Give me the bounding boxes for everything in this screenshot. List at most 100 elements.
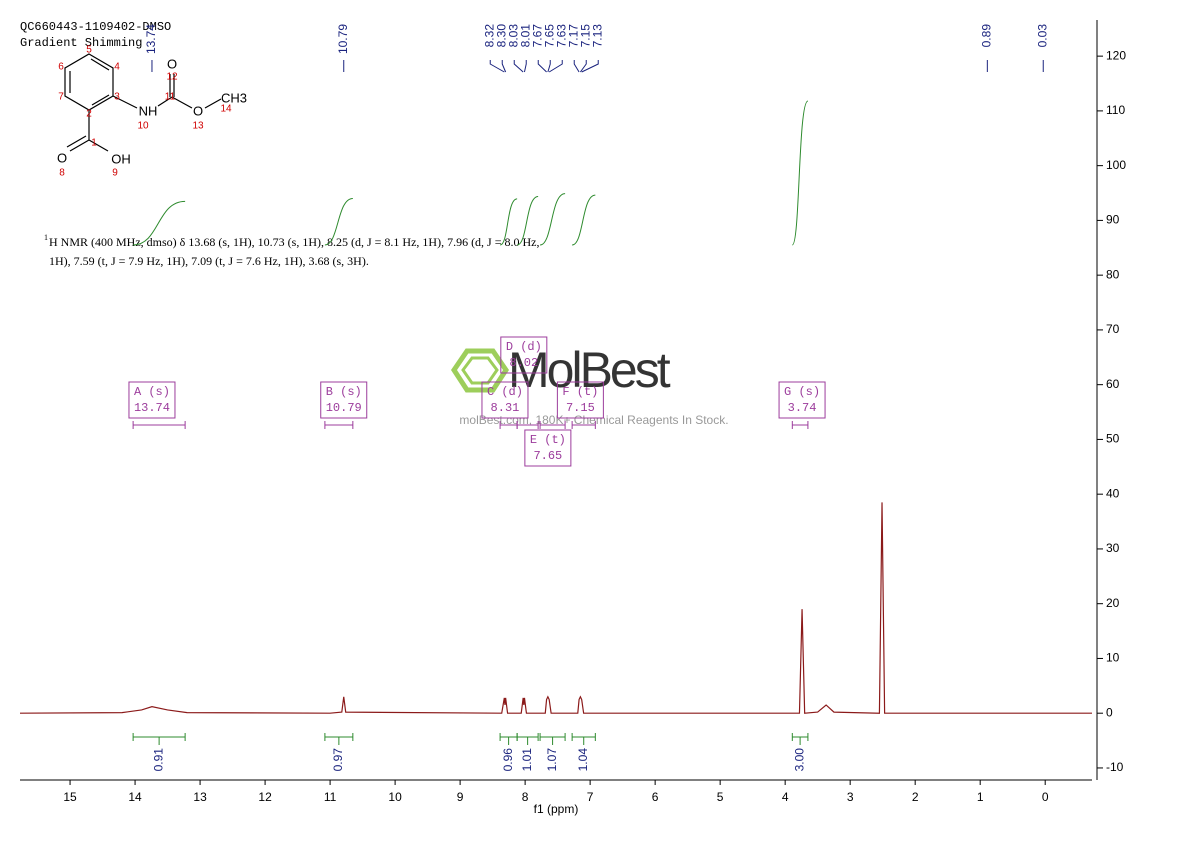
x-tick-label: 7 <box>587 790 594 804</box>
integral-range <box>132 733 186 745</box>
peak-label: 0.03 <box>1035 24 1049 48</box>
integral-range <box>324 733 354 745</box>
atom-number: 10 <box>137 121 149 132</box>
integral-range <box>516 733 539 745</box>
y-tick-label: 20 <box>1106 596 1120 610</box>
y-tick-label: 120 <box>1106 48 1126 62</box>
x-tick-label: 4 <box>782 790 789 804</box>
peak-connector <box>489 60 505 73</box>
integral-label: 0.91 <box>151 748 165 772</box>
integral-label: 1.01 <box>520 748 534 772</box>
y-tick-label: 80 <box>1106 267 1120 281</box>
y-tick-label: 40 <box>1106 486 1120 500</box>
peak-label: 0.89 <box>980 24 994 48</box>
peak-connector <box>573 60 580 73</box>
multiplet-shift: 7.65 <box>533 449 562 463</box>
x-tick-label: 1 <box>977 790 984 804</box>
x-tick-label: 12 <box>258 790 272 804</box>
bonds <box>64 53 222 152</box>
structure <box>64 53 222 152</box>
x-tick-label: 6 <box>652 790 659 804</box>
multiplet-range <box>571 421 596 429</box>
atom-number: 5 <box>86 45 92 56</box>
multiplet-shift: 13.74 <box>134 401 170 415</box>
multiplet-label: B (s) <box>326 385 362 399</box>
description-line: H NMR (400 MHz, dmso) δ 13.68 (s, 1H), 1… <box>49 235 540 249</box>
integral-curve <box>133 200 186 246</box>
y-tick-label: 70 <box>1106 322 1120 336</box>
x-tick-label: 2 <box>912 790 919 804</box>
multiplet-box <box>481 381 529 419</box>
multiplet-label: C (d) <box>487 385 523 399</box>
multiplet-shift: 7.15 <box>566 401 595 415</box>
atom-number: 1 <box>91 138 97 149</box>
integral-curve <box>791 100 809 246</box>
peak-label: 10.79 <box>336 24 350 54</box>
y-tick-label: 90 <box>1106 213 1120 227</box>
multiplet-box <box>556 381 604 419</box>
multiplet-shift: 8.31 <box>491 401 520 415</box>
multiplet-label: E (t) <box>530 433 566 447</box>
multiplet-shift: 10.79 <box>326 401 362 415</box>
atom-number: 8 <box>59 168 65 179</box>
y-tick-label: 110 <box>1106 103 1125 117</box>
x-tick-label: 11 <box>324 790 337 804</box>
logo <box>450 348 510 393</box>
multiplet-range <box>132 421 186 429</box>
atom-label: O <box>193 103 203 118</box>
watermark-brand: MolBest <box>508 342 671 398</box>
x-tick-label: 0 <box>1042 790 1049 804</box>
peak-connector <box>548 60 563 73</box>
atom-number: 4 <box>114 62 120 73</box>
atom-label: CH3 <box>221 90 247 105</box>
integral-label: 1.07 <box>545 748 559 772</box>
y-tick-label: -10 <box>1106 760 1124 774</box>
watermark: MolBest molBest.com, 180K+ Chemical Reag… <box>450 342 729 427</box>
peak-connector <box>547 60 551 73</box>
peak-connector <box>581 60 599 73</box>
atom-number: 3 <box>114 92 120 103</box>
y-tick-label: 50 <box>1106 432 1120 446</box>
atom-label: O <box>57 150 67 165</box>
multiplet-box <box>500 336 548 374</box>
integral-curve <box>571 194 596 246</box>
multiplet-box <box>320 381 368 419</box>
atom-number: 7 <box>58 92 64 103</box>
integral-range <box>571 733 596 745</box>
peak-label: 7.65 <box>542 24 556 48</box>
peak-label: 7.67 <box>530 24 544 48</box>
x-tick-label: 14 <box>128 790 142 804</box>
peak-label: 7.13 <box>590 24 604 48</box>
multiplet-range <box>791 421 809 429</box>
atom-label: NH <box>139 103 158 118</box>
x-tick-label: 5 <box>717 790 724 804</box>
peak-label: 8.03 <box>506 24 520 48</box>
logo <box>461 356 499 385</box>
atom-number: 9 <box>112 168 118 179</box>
peak-connector <box>513 60 524 73</box>
integral-range <box>539 733 566 745</box>
integral-curve <box>516 196 539 246</box>
peak-connector <box>501 60 507 73</box>
integral-range <box>499 733 518 745</box>
multiplet-box <box>128 381 176 419</box>
atom-label: O <box>167 56 177 71</box>
multiplet-range <box>324 421 354 429</box>
peak-label: 8.32 <box>482 24 496 48</box>
multiplet-label: F (t) <box>562 385 598 399</box>
y-tick-label: 100 <box>1106 158 1126 172</box>
x-tick-label: 9 <box>457 790 464 804</box>
x-tick-label: 15 <box>63 790 77 804</box>
y-tick-label: 30 <box>1106 541 1120 555</box>
peak-label: 13.74 <box>144 24 158 54</box>
mass-number: 1 <box>44 233 48 242</box>
x-tick-label: 3 <box>847 790 854 804</box>
atom-number: 13 <box>192 121 204 132</box>
peak-connector <box>523 60 527 73</box>
integral-label: 3.00 <box>792 748 806 772</box>
sample-id: QC660443-1109402-DMSO <box>20 20 171 34</box>
peak-label: 8.30 <box>494 24 508 48</box>
multiplet-box <box>778 381 826 419</box>
